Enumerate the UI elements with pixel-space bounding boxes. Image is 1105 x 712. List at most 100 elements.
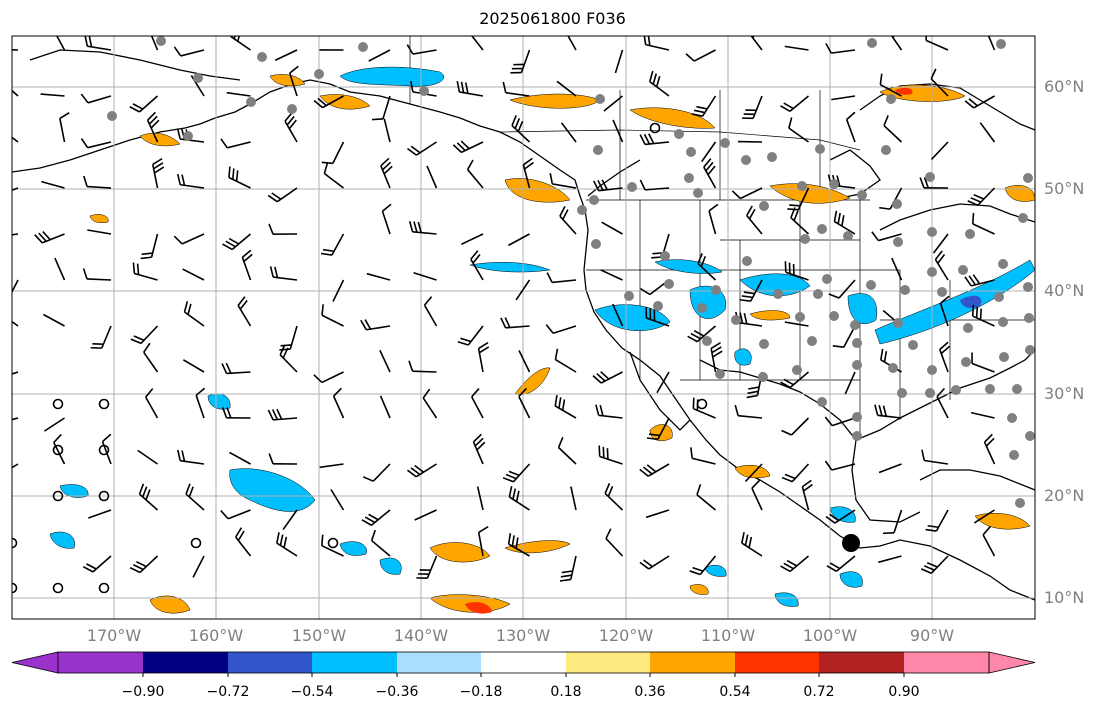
wind-barb-flag: [279, 344, 286, 356]
wind-barb-shaft: [137, 449, 158, 465]
station-dot: [866, 280, 876, 290]
wind-barb-shaft: [476, 486, 484, 511]
wind-barb-flag: [195, 387, 206, 396]
wind-barb-flag: [700, 256, 707, 267]
wind-barb-shaft: [645, 509, 670, 519]
wind-barb-shaft: [330, 489, 345, 511]
wind-barb-flag: [320, 252, 333, 256]
wind-barb-flag: [237, 296, 246, 306]
wind-barb-flag: [786, 559, 798, 567]
station-dot: [711, 285, 721, 295]
wind-barb-shaft: [412, 370, 437, 373]
wind-barb-flag: [235, 170, 239, 182]
wind-barb-shaft: [371, 539, 391, 557]
wind-barb-flag: [689, 570, 701, 576]
wind-barb-flag: [690, 332, 701, 340]
wind-barb-flag: [143, 342, 151, 353]
wind-barb-flag: [545, 324, 554, 334]
station-dot: [807, 336, 817, 346]
wind-barb-flag: [286, 115, 295, 126]
wind-barb-flag: [824, 416, 833, 427]
station-dot: [927, 227, 937, 237]
station-dot: [998, 317, 1008, 327]
wind-barb-flag: [648, 70, 654, 82]
lat-label-20n: 20°N: [1044, 486, 1085, 505]
colorbar-swatch: [819, 652, 905, 673]
wind-barb-flag: [456, 142, 466, 152]
wind-barb-flag: [559, 578, 571, 582]
wind-barb-shaft: [321, 544, 344, 557]
wind-barb-flag: [276, 532, 280, 544]
wind-barb-flag: [746, 394, 758, 399]
wind-barb-flag: [646, 437, 659, 441]
wind-barb-shaft: [59, 118, 66, 143]
wind-barb-shaft: [971, 362, 995, 373]
wind-barb-flag: [883, 351, 888, 363]
wind-barb-shaft: [332, 279, 345, 302]
wind-barb-flag: [750, 25, 756, 34]
wind-barb-flag: [423, 296, 433, 306]
station-dot: [797, 181, 807, 191]
wind-barb-flag: [597, 180, 604, 191]
wind-barb-flag: [381, 203, 392, 212]
wind-barb-shaft: [332, 395, 345, 419]
wind-barb-shaft: [751, 487, 763, 511]
wind-barb-flag: [600, 371, 610, 380]
wind-barb-flag: [279, 534, 284, 546]
calm-wind-marker: [649, 122, 661, 134]
wind-barb-flag: [939, 341, 949, 351]
wind-barb-flag: [748, 386, 760, 390]
wind-barb-flag: [460, 81, 465, 93]
wind-barb-flag: [280, 344, 292, 347]
wind-barb-flag: [34, 234, 43, 244]
wind-barb-flag: [599, 404, 604, 417]
wind-barb-flag: [890, 25, 896, 34]
station-dot: [731, 315, 741, 325]
wind-barb-flag: [362, 476, 374, 482]
wind-barb-flag: [780, 565, 791, 573]
wind-barb-flag: [233, 36, 236, 40]
wind-barb-flag: [841, 215, 845, 227]
station-dot: [822, 274, 832, 284]
station-dot: [758, 372, 768, 382]
wind-barb-shaft: [12, 417, 19, 421]
wind-barb-flag: [84, 36, 89, 47]
station-dot: [742, 256, 752, 266]
wind-barb-flag: [360, 319, 367, 331]
wind-barb-flag: [148, 20, 156, 28]
colorbar-extend-min: [11, 651, 59, 674]
wind-barb-flag: [972, 274, 981, 285]
colorbar-swatch: [650, 652, 736, 673]
wind-barb-shaft: [701, 141, 717, 163]
wind-barb-flag: [549, 173, 554, 185]
wind-barb-flag: [562, 209, 569, 220]
wind-barb-flag: [284, 112, 293, 122]
wind-barb-flag: [712, 350, 723, 358]
station-dot: [156, 36, 166, 46]
station-dot: [627, 182, 637, 192]
wind-barb-flag: [837, 212, 841, 224]
wind-barb-shaft: [414, 509, 437, 521]
calm-wind-marker: [52, 444, 64, 456]
wind-barb-shaft: [831, 417, 856, 427]
wind-barb-flag: [80, 93, 89, 104]
wind-barb-flag: [888, 21, 894, 30]
wind-barb-flag: [136, 263, 140, 275]
highlight-station-marker: [842, 534, 860, 552]
station-dot: [813, 289, 823, 299]
wind-barb-flag: [561, 570, 573, 574]
wind-barb-shaft: [560, 122, 577, 143]
station-dot: [1023, 173, 1033, 183]
wind-barb-flag: [464, 82, 469, 94]
lat-label-30n: 30°N: [1044, 384, 1085, 403]
wind-barb-flag: [274, 266, 279, 278]
station-dot: [996, 39, 1006, 49]
wind-barb-shaft: [982, 534, 996, 557]
station-dot: [998, 259, 1008, 269]
station-dot: [702, 336, 712, 346]
wind-barb-shaft: [321, 371, 344, 384]
station-dot: [759, 339, 769, 349]
gridlines: [12, 36, 1035, 619]
wind-barb-flag: [826, 565, 837, 572]
wind-barb-flag: [559, 206, 566, 217]
